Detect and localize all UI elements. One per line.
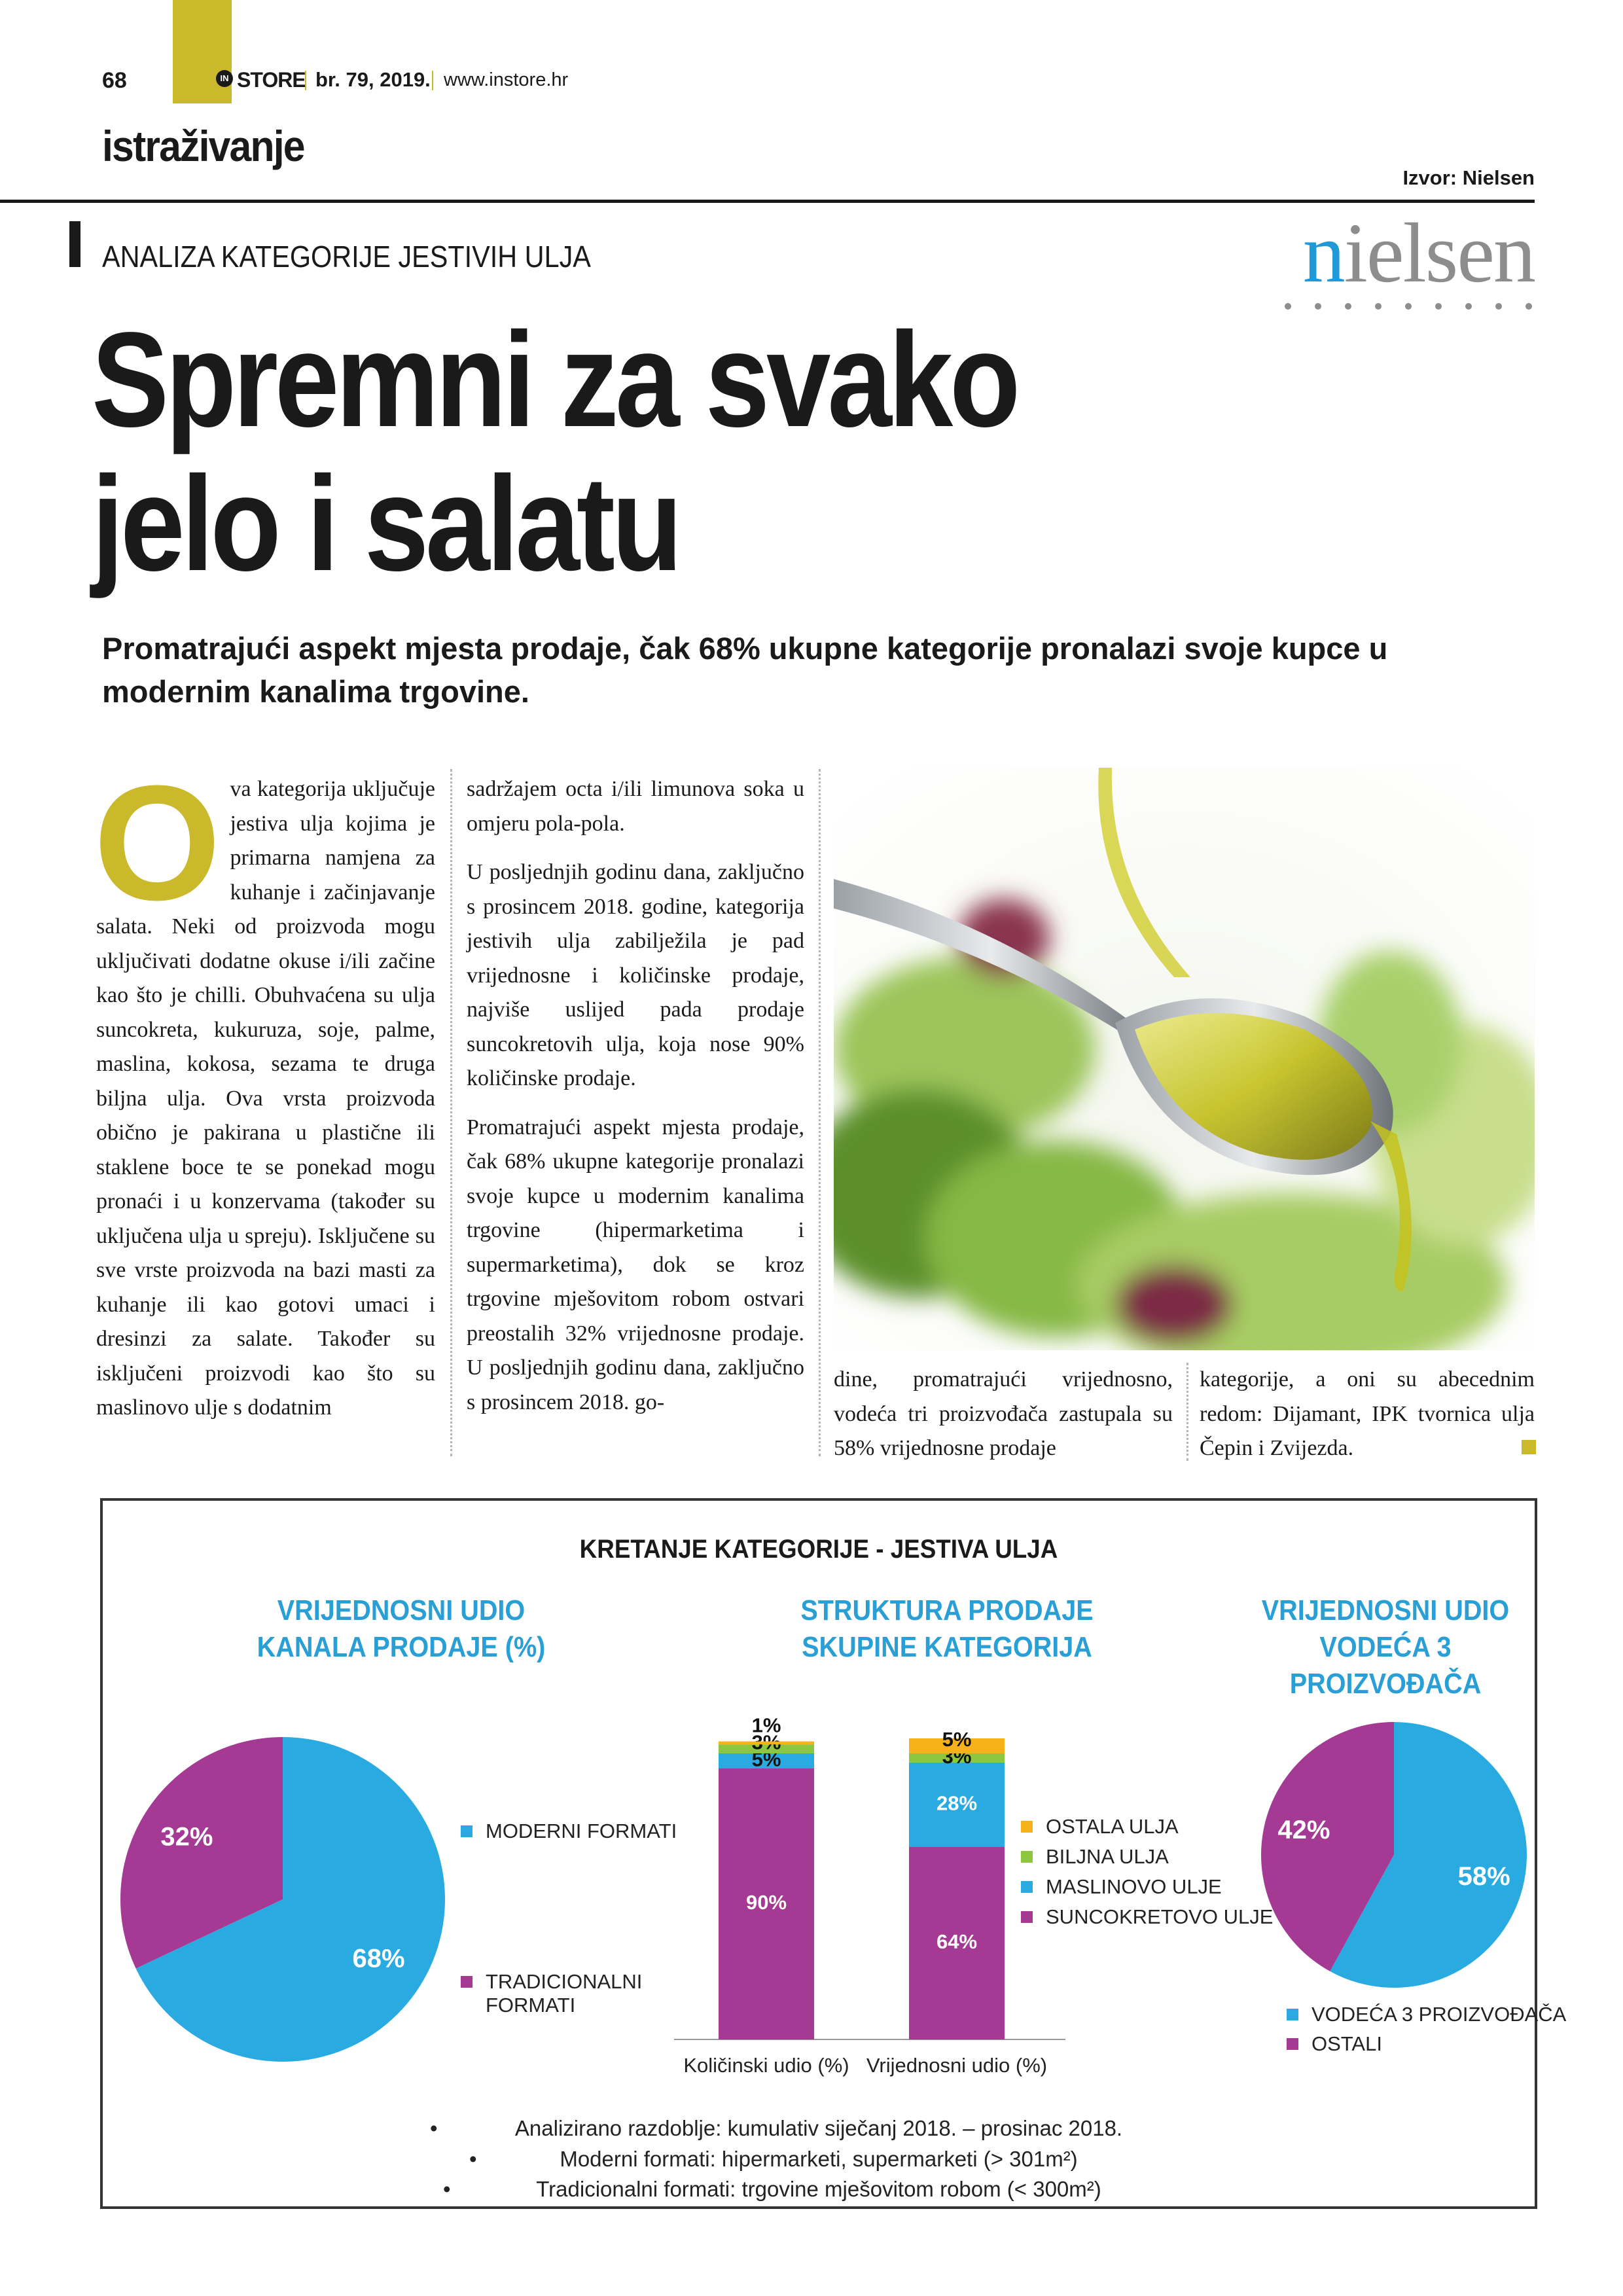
legend-label: OSTALI: [1311, 2032, 1382, 2055]
text-column: dine, promatrajući vrijednosno, vodeća t…: [834, 1363, 1173, 1480]
section-label: istraživanje: [102, 122, 306, 170]
pie-slice: [1330, 1722, 1527, 1988]
legend-label: VODEĆA 3 PROIZVOĐAČA: [1311, 2003, 1567, 2026]
footnote: Analizirano razdoblje: kumulativ siječan…: [514, 2116, 1123, 2140]
bar-segment: [719, 1768, 814, 2039]
paragraph: U posljednjih godinu dana, zaključno s p…: [467, 860, 804, 1090]
bar-segment: [719, 1741, 814, 1745]
legend-label: MODERNI FORMATI: [486, 1820, 677, 1842]
header-accent: [173, 0, 232, 103]
value-label: 1%: [752, 1714, 781, 1737]
paragraph: Promatrajući aspekt mjesta prodaje, čak …: [467, 1115, 804, 1414]
page-number: 68: [102, 68, 127, 93]
end-mark: [1522, 1440, 1536, 1454]
legend-label: MASLINOVO ULJE: [1046, 1875, 1222, 1898]
legend-swatch: [1021, 1911, 1033, 1923]
legend-label: OSTALA ULJA: [1046, 1815, 1179, 1838]
separator: [432, 71, 433, 90]
bar-segment: [909, 1753, 1005, 1763]
rule: [0, 200, 1535, 203]
legend-label: TRADICIONALNI FORMATI: [486, 1970, 643, 2017]
value-label: 58%: [1458, 1862, 1510, 1891]
value-label: 5%: [942, 1728, 972, 1751]
text-column: kategorije, a oni su abecednim redom: Di…: [1200, 1363, 1535, 1480]
value-label: 42%: [1277, 1816, 1330, 1844]
text-column: O va kategorija uključuje jestiva ulja k…: [94, 751, 435, 1440]
footnote-bullet: •: [430, 2116, 438, 2140]
bar-segment: [909, 1762, 1005, 1847]
bar-segment: [719, 1753, 814, 1768]
source: Izvor: Nielsen: [1402, 166, 1535, 189]
column-divider: [1186, 1363, 1188, 1461]
headline: Spremni za svako jelo i salatu: [92, 304, 1020, 599]
bar-segment: [909, 1846, 1005, 2039]
pie-slice: [1261, 1722, 1394, 1971]
footnote: Tradicionalni formati: trgovine mješovit…: [536, 2177, 1101, 2201]
chart-title: VRIJEDNOSNI UDIO VODEĆA 3 PROIZVOĐAČA: [1261, 1594, 1510, 1700]
value-label: 28%: [936, 1791, 977, 1814]
paragraph: sadržajem octa i/ili limunova soka u omj…: [467, 777, 804, 836]
issue: br. 79, 2019.: [315, 68, 431, 91]
website: www.instore.hr: [444, 69, 569, 90]
nielsen-logo: nielsen: [1302, 206, 1536, 300]
legend-label: BILJNA ULJA: [1046, 1845, 1169, 1868]
bar-segment: [909, 1738, 1005, 1753]
value-label: 64%: [936, 1930, 977, 1953]
kicker-bar: [69, 221, 80, 267]
paragraph: va kategorija uključuje jestiva ulja koj…: [96, 777, 435, 1420]
footnote: Moderni formati: hipermarketi, supermark…: [560, 2147, 1078, 2171]
chart-title: STRUKTURA PRODAJE SKUPINE KATEGORIJA: [800, 1594, 1094, 1663]
bar-segment: [719, 1744, 814, 1753]
chart-marks: 68%32%90%5%3%1%64%28%3%5%58%42%: [120, 1714, 1527, 2062]
value-label: 90%: [746, 1891, 787, 1914]
pie-slice: [135, 1737, 445, 2062]
value-label: 68%: [353, 1945, 405, 1973]
legend-swatch: [461, 1976, 473, 1988]
footnote-bullet: •: [443, 2177, 451, 2201]
x-tick-label: Količinski udio (%): [683, 2054, 849, 2077]
lead: Promatrajući aspekt mjesta prodaje, čak …: [102, 631, 1388, 709]
x-tick-label: Vrijednosni udio (%): [866, 2054, 1048, 2077]
kicker: ANALIZA KATEGORIJE JESTIVIH ULJA: [102, 240, 591, 274]
value-label: 32%: [160, 1823, 213, 1852]
legend-swatch: [1021, 1851, 1033, 1863]
text-column: sadržajem octa i/ili limunova soka u omj…: [467, 772, 804, 1434]
chart-title: VRIJEDNOSNI UDIO KANALA PRODAJE (%): [257, 1594, 546, 1663]
logo-mark: IN: [216, 70, 233, 87]
paragraph: dine, promatrajući vrijednosno, vodeća t…: [834, 1367, 1173, 1460]
logo-dots: [1285, 303, 1532, 310]
legend-swatch: [1287, 2009, 1298, 2020]
footnote-bullet: •: [469, 2147, 477, 2171]
infographic: KRETANJE KATEGORIJE - JESTIVA ULJA 68% 32…: [100, 1498, 1566, 2209]
column-divider: [819, 769, 821, 1456]
legend-swatch: [1021, 1881, 1033, 1893]
pie-slice: [120, 1737, 283, 1969]
legend-swatch: [461, 1825, 473, 1837]
brand: STORE: [237, 68, 306, 92]
infographic-title: KRETANJE KATEGORIJE - JESTIVA ULJA: [579, 1535, 1058, 1564]
legend-swatch: [1287, 2038, 1298, 2050]
column-divider: [450, 769, 452, 1456]
photo: [834, 768, 1535, 1350]
legend-swatch: [1021, 1821, 1033, 1833]
separator: [305, 71, 306, 90]
legend-label: SUNCOKRETOVO ULJE: [1046, 1905, 1274, 1928]
paragraph: kategorije, a oni su abecednim redom: Di…: [1200, 1367, 1535, 1460]
drop-cap: O: [94, 751, 221, 934]
